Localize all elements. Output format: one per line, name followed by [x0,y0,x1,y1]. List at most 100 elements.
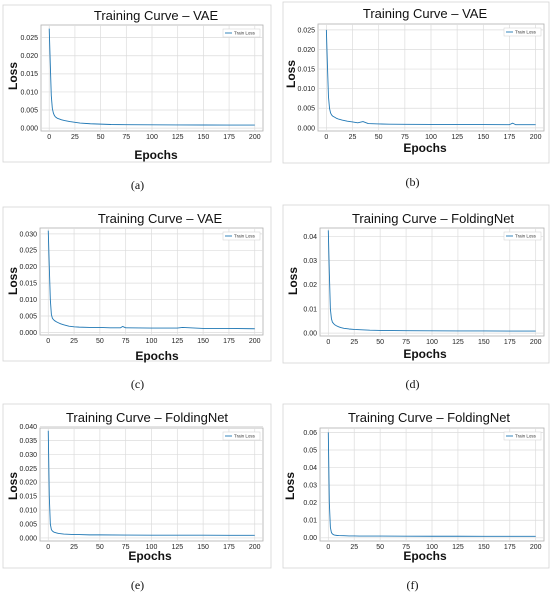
legend-label: Train Loss [234,434,256,439]
y-tick-label: 0.010 [20,89,38,96]
x-tick-label: 150 [478,544,490,551]
y-tick-label: 0.010 [19,297,37,304]
x-tick-label: 150 [477,134,489,141]
y-tick-label: 0.000 [20,126,38,133]
legend-label: Train Loss [515,434,537,439]
y-tick-label: 0.040 [19,424,37,431]
x-tick-label: 200 [249,134,261,141]
y-axis-label: Loss [284,60,298,88]
x-axis-label: Epochs [403,347,447,361]
legend-box [222,431,261,441]
y-tick-label: 0.01 [303,306,317,313]
y-axis-label: Loss [6,62,20,90]
y-tick-label: 0.025 [297,27,315,34]
x-tick-label: 175 [504,339,516,346]
y-tick-label: 0.025 [19,466,37,473]
y-tick-label: 0.020 [20,53,38,60]
x-tick-label: 175 [223,134,235,141]
y-tick-label: 0.005 [20,107,38,114]
x-tick-label: 200 [530,339,542,346]
y-tick-label: 0.035 [19,438,37,445]
x-tick-label: 175 [504,134,516,141]
x-tick-label: 75 [401,134,409,141]
series-line-train-loss [325,29,536,126]
x-tick-label: 100 [426,339,438,346]
x-tick-label: 0 [46,544,50,551]
figure-caption: (b) [405,175,420,189]
x-tick-label: 100 [426,544,438,551]
plot-area: 0 25 50 75 100 125 150 175 200 0.000 0.005 0.010 0.0… [19,424,264,551]
chart-svg-a: Training Curve – VAE Loss Epochs 0 25 50 75… [2,4,272,163]
legend-label: Train Loss [515,234,537,239]
chart-svg-e: Training Curve – FoldingNet Loss Epochs … [2,403,272,569]
y-tick-label: 0.005 [19,313,37,320]
y-tick-label: 0.03 [303,483,317,490]
x-tick-label: 200 [530,134,542,141]
x-tick-label: 200 [249,544,261,551]
y-tick-label: 0.000 [297,125,315,132]
y-tick-label: 0.005 [297,106,315,113]
y-tick-label: 0.000 [19,330,37,337]
y-axis-label: Loss [6,267,20,295]
y-tick-label: 0.06 [303,430,317,437]
figure-caption: (e) [130,578,145,592]
series-line-train-loss [47,430,255,536]
chart-panel-a: Training Curve – VAE Loss Epochs 0 25 50 75… [0,0,275,199]
plot-area: 0 25 50 75 100 125 150 175 200 0.000 0.005 0.010 0.0… [19,227,264,345]
series-line-train-loss [48,28,255,126]
y-tick-label: 0.02 [303,500,317,507]
y-tick-label: 0.015 [19,494,37,501]
x-tick-label: 100 [146,338,158,345]
series-line-train-loss [327,432,536,537]
y-tick-label: 0.010 [19,508,37,515]
x-tick-label: 75 [122,338,130,345]
x-tick-label: 175 [504,544,516,551]
x-axis-label: Epochs [403,141,447,155]
y-tick-label: 0.005 [19,521,37,528]
x-tick-label: 50 [375,134,383,141]
y-tick-label: 0.05 [303,447,317,454]
y-tick-label: 0.02 [303,282,317,289]
legend-box [222,231,261,241]
y-tick-label: 0.030 [19,452,37,459]
y-axis-label: Loss [6,472,20,500]
y-tick-label: 0.015 [20,71,38,78]
chart-panel-d: Training Curve – FoldingNet Loss Epochs … [275,199,550,398]
x-tick-label: 50 [96,338,104,345]
x-tick-label: 125 [172,134,184,141]
y-tick-label: 0.00 [303,331,317,338]
y-tick-label: 0.010 [297,86,315,93]
x-tick-label: 0 [47,134,51,141]
x-tick-label: 25 [350,544,358,551]
chart-title: Training Curve – FoldingNet [348,410,510,425]
chart-title: Training Curve – VAE [363,6,488,21]
x-tick-label: 175 [223,338,235,345]
x-tick-label: 125 [452,544,464,551]
y-tick-label: 0.020 [297,47,315,54]
y-tick-label: 0.015 [19,281,37,288]
y-tick-label: 0.00 [303,535,317,542]
chart-panel-f: Training Curve – FoldingNet Loss Epochs … [275,398,550,597]
x-tick-label: 150 [197,544,209,551]
chart-svg-f: Training Curve – FoldingNet Loss Epochs … [282,403,550,569]
x-tick-label: 150 [198,134,210,141]
plot-area: 0 25 50 75 100 125 150 175 200 0.000 0.005 0.010 0.0… [297,23,545,141]
y-tick-label: 0.000 [19,535,37,542]
x-tick-label: 25 [70,338,78,345]
chart-svg-b: Training Curve – VAE Loss Epochs 0 25 50 75… [282,1,550,164]
x-tick-label: 0 [46,338,50,345]
chart-panel-b: Training Curve – VAE Loss Epochs 0 25 50 75… [275,0,550,199]
legend-box [222,28,261,38]
x-tick-label: 150 [478,339,490,346]
x-tick-label: 0 [326,339,330,346]
y-tick-label: 0.030 [19,231,37,238]
x-tick-label: 0 [326,544,330,551]
x-tick-label: 125 [171,338,183,345]
chart-title: Training Curve – VAE [94,8,219,23]
y-tick-label: 0.04 [303,465,317,472]
x-tick-label: 100 [146,134,158,141]
x-tick-label: 25 [349,134,357,141]
x-tick-label: 25 [71,134,79,141]
y-tick-label: 0.015 [297,66,315,73]
x-tick-label: 200 [249,338,261,345]
